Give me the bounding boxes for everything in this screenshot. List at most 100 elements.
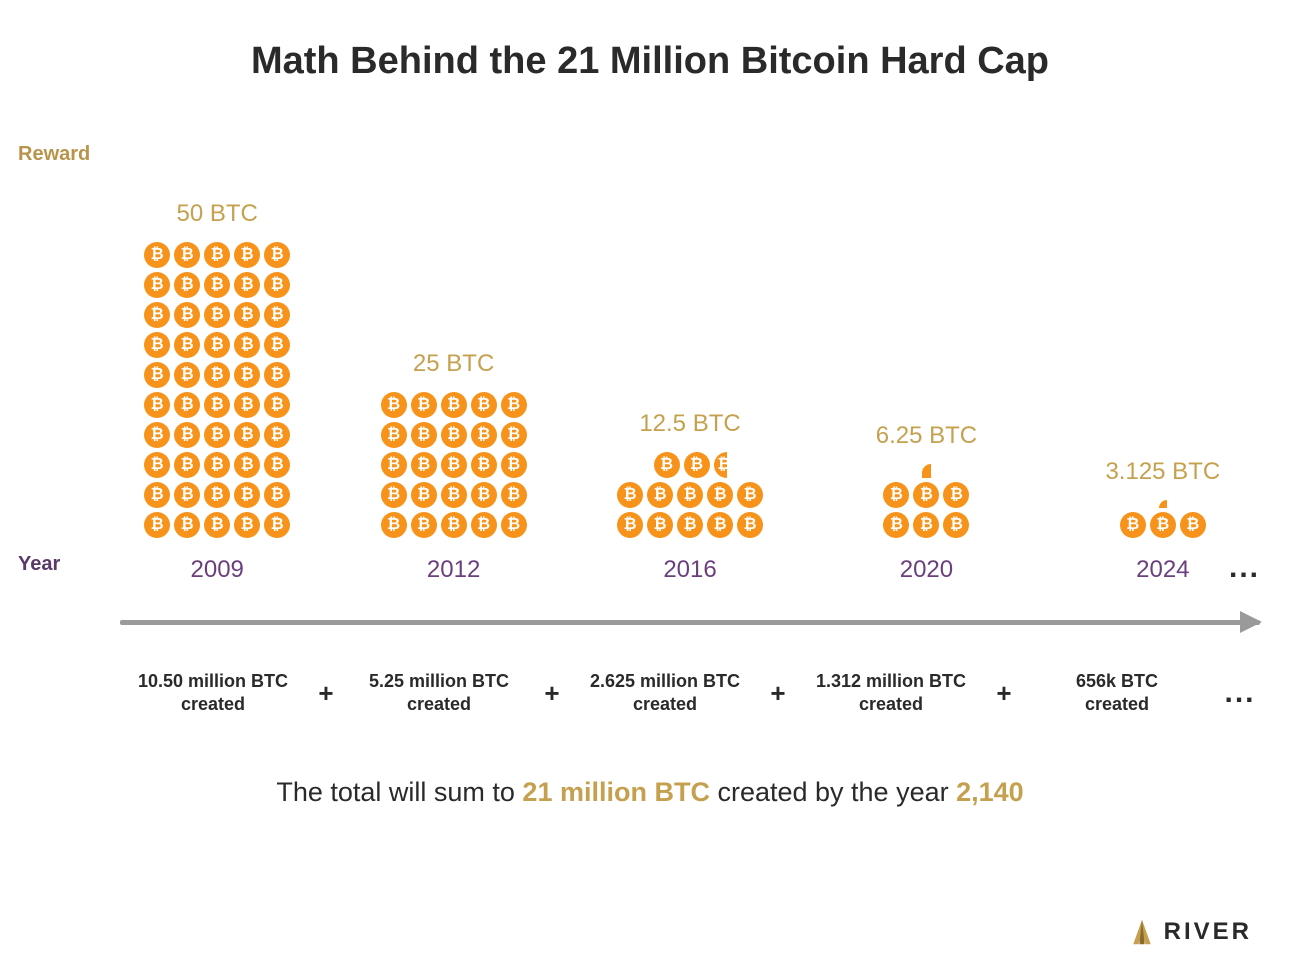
bitcoin-icon: ₿	[647, 512, 673, 538]
bitcoin-icon: ₿	[234, 452, 260, 478]
coin-row: ₿₿₿	[883, 482, 969, 508]
bitcoin-icon: ₿	[441, 422, 467, 448]
bitcoin-icon: ₿	[264, 332, 290, 358]
coin-row: ₿₿₿	[654, 452, 727, 478]
summary-prefix: The total will sum to	[276, 777, 522, 807]
bitcoin-icon: ₿	[174, 422, 200, 448]
chart-area: Reward Year 50 BTC₿₿₿₿₿₿₿₿₿₿₿₿₿₿₿₿₿₿₿₿₿₿…	[0, 143, 1300, 584]
bitcoin-icon: ₿	[1150, 512, 1176, 538]
reward-label: 3.125 BTC	[1105, 458, 1220, 486]
bitcoin-icon: ₿	[174, 452, 200, 478]
bitcoin-icon: ₿	[441, 392, 467, 418]
plus-separator: +	[316, 678, 336, 709]
coin-row: ₿₿₿₿₿	[144, 242, 290, 268]
coin-row: ₿₿₿₿₿	[617, 482, 763, 508]
coin-stack: ₿₿₿₿₿₿₿₿₿₿₿₿₿₿₿₿₿₿₿₿₿₿₿₿₿₿₿₿₿₿₿₿₿₿₿₿₿₿₿₿…	[144, 242, 290, 538]
coin-row: ₿₿₿₿₿	[381, 512, 527, 538]
bitcoin-icon: ₿	[204, 332, 230, 358]
reward-label: 12.5 BTC	[639, 410, 740, 438]
bitcoin-icon: ₿	[204, 392, 230, 418]
bitcoin-icon: ₿	[677, 482, 703, 508]
coin-row: ₿₿₿₿₿	[144, 362, 290, 388]
bitcoin-icon: ₿	[381, 392, 407, 418]
bitcoin-icon: ₿	[501, 512, 527, 538]
bitcoin-icon: ₿	[411, 452, 437, 478]
bitcoin-icon: ₿	[174, 362, 200, 388]
created-amount: 656k BTCcreated	[1024, 670, 1210, 717]
bitcoin-icon: ₿	[174, 482, 200, 508]
reward-label: 50 BTC	[177, 200, 258, 228]
bitcoin-icon: ₿	[411, 482, 437, 508]
year-row-label: Year	[18, 553, 60, 576]
bitcoin-icon: ₿	[234, 512, 260, 538]
bitcoin-icon: ₿	[654, 452, 680, 478]
coin-row: ₿₿₿₿₿	[381, 482, 527, 508]
year-value: 2020	[829, 556, 1023, 584]
coin-stack: ₿₿₿	[1120, 500, 1206, 538]
reward-row-label: Reward	[18, 143, 90, 166]
bitcoin-icon: ₿	[264, 392, 290, 418]
coin-row: ₿₿₿₿₿	[144, 452, 290, 478]
bitcoin-icon-quarter	[922, 464, 931, 478]
bitcoin-icon: ₿	[174, 332, 200, 358]
river-logo-text: RIVER	[1164, 918, 1252, 946]
bitcoin-icon: ₿	[144, 392, 170, 418]
reward-column: 3.125 BTC ₿₿₿	[1066, 458, 1260, 538]
summary-line: The total will sum to 21 million BTC cre…	[0, 777, 1300, 808]
coin-row: ₿₿₿	[883, 512, 969, 538]
plus-separator: +	[542, 678, 562, 709]
bitcoin-icon: ₿	[204, 272, 230, 298]
bitcoin-icon: ₿	[441, 452, 467, 478]
coin-row: ₿₿₿₿₿	[144, 392, 290, 418]
coin-row: ₿₿₿₿₿	[144, 482, 290, 508]
bitcoin-icon: ₿	[234, 392, 260, 418]
bitcoin-icon: ₿	[204, 362, 230, 388]
bitcoin-icon: ₿	[883, 482, 909, 508]
bitcoin-icon: ₿	[144, 512, 170, 538]
bitcoin-icon: ₿	[234, 482, 260, 508]
bitcoin-icon: ₿	[144, 332, 170, 358]
bitcoin-icon: ₿	[204, 452, 230, 478]
coin-row: ₿₿₿₿₿	[381, 422, 527, 448]
coin-row: ₿₿₿₿₿	[617, 512, 763, 538]
bitcoin-icon: ₿	[381, 422, 407, 448]
bitcoin-icon: ₿	[264, 422, 290, 448]
coin-row: ₿₿₿₿₿	[144, 422, 290, 448]
year-value: 2009	[120, 556, 314, 584]
bitcoin-icon: ₿	[501, 482, 527, 508]
bitcoin-icon: ₿	[144, 452, 170, 478]
river-logo: RIVER	[1128, 918, 1252, 946]
bitcoin-icon: ₿	[617, 512, 643, 538]
bitcoin-icon: ₿	[174, 302, 200, 328]
ellipsis-created: ...	[1220, 676, 1260, 710]
reward-column: 25 BTC₿₿₿₿₿₿₿₿₿₿₿₿₿₿₿₿₿₿₿₿₿₿₿₿₿	[356, 350, 550, 538]
summary-middle: created by the year	[710, 777, 956, 807]
created-amount: 1.312 million BTCcreated	[798, 670, 984, 717]
bitcoin-icon: ₿	[501, 452, 527, 478]
year-row: 20092012201620202024	[120, 556, 1260, 584]
bitcoin-icon: ₿	[441, 512, 467, 538]
bitcoin-icon: ₿	[471, 422, 497, 448]
bitcoin-icon: ₿	[381, 482, 407, 508]
bitcoin-icon: ₿	[943, 512, 969, 538]
bitcoin-icon: ₿	[234, 332, 260, 358]
bitcoin-icon: ₿	[144, 482, 170, 508]
bitcoin-icon: ₿	[737, 512, 763, 538]
bitcoin-icon: ₿	[381, 512, 407, 538]
coin-row: ₿₿₿₿₿	[381, 392, 527, 418]
bitcoin-icon: ₿	[684, 452, 710, 478]
bitcoin-icon-eighth	[1159, 500, 1167, 508]
bitcoin-icon: ₿	[441, 482, 467, 508]
bitcoin-icon: ₿	[471, 512, 497, 538]
bitcoin-icon: ₿	[264, 302, 290, 328]
created-amount: 2.625 million BTCcreated	[572, 670, 758, 717]
summary-year: 2,140	[956, 777, 1024, 807]
bitcoin-icon: ₿	[144, 272, 170, 298]
created-amount: 10.50 million BTCcreated	[120, 670, 306, 717]
bitcoin-icon: ₿	[943, 482, 969, 508]
coin-stack: ₿₿₿₿₿₿₿₿₿₿₿₿₿₿₿₿₿₿₿₿₿₿₿₿₿	[381, 392, 527, 538]
reward-column: 12.5 BTC₿₿₿₿₿₿₿₿₿₿₿₿₿	[593, 410, 787, 538]
bitcoin-icon: ₿	[204, 302, 230, 328]
bitcoin-icon: ₿	[883, 512, 909, 538]
bitcoin-icon: ₿	[411, 512, 437, 538]
